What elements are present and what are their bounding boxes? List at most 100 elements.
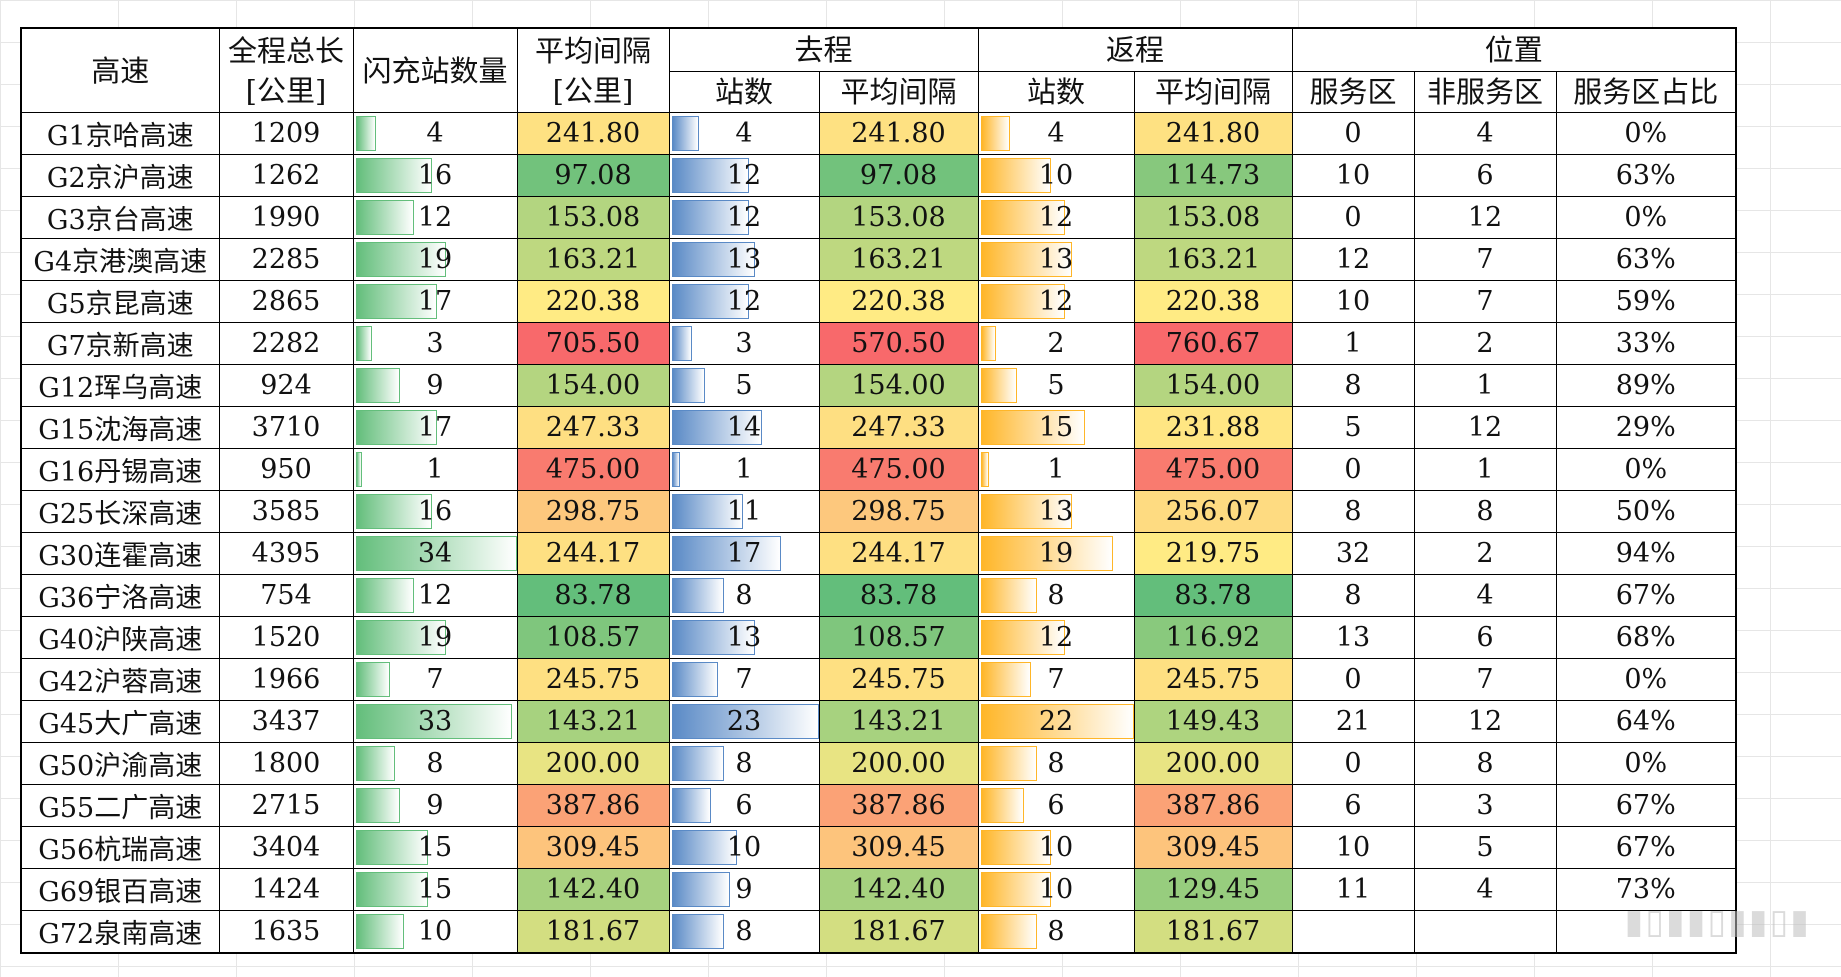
cell-service-area[interactable]: 8	[1291, 574, 1415, 617]
cell-station-count[interactable]: 1	[352, 448, 518, 491]
header-return-avg[interactable]: 平均间隔	[1133, 71, 1293, 113]
cell-service-area[interactable]: 5	[1291, 406, 1415, 449]
table-row[interactable]: G50沪渝高速 1800 8 200.00 8 200.00 8 200.00 0 8 0%	[20, 742, 1737, 785]
cell-highway-name[interactable]: G42沪蓉高速	[20, 658, 220, 701]
cell-outbound-stations[interactable]: 3	[668, 322, 820, 365]
cell-avg-interval[interactable]: 163.21	[516, 238, 670, 281]
cell-non-service-area[interactable]: 7	[1413, 658, 1557, 701]
cell-outbound-stations[interactable]: 6	[668, 784, 820, 827]
cell-non-service-area[interactable]: 4	[1413, 868, 1557, 911]
cell-outbound-avg[interactable]: 154.00	[818, 364, 979, 407]
cell-highway-name[interactable]: G72泉南高速	[20, 910, 220, 954]
cell-total-length[interactable]: 2282	[218, 322, 354, 365]
cell-return-avg[interactable]: 760.67	[1133, 322, 1293, 365]
cell-highway-name[interactable]: G5京昆高速	[20, 280, 220, 323]
cell-return-avg[interactable]: 309.45	[1133, 826, 1293, 869]
cell-outbound-avg[interactable]: 108.57	[818, 616, 979, 659]
cell-station-count[interactable]: 12	[352, 574, 518, 617]
cell-non-service-area[interactable]: 7	[1413, 238, 1557, 281]
cell-return-avg[interactable]: 163.21	[1133, 238, 1293, 281]
cell-outbound-avg[interactable]: 220.38	[818, 280, 979, 323]
cell-service-ratio[interactable]: 0%	[1555, 658, 1737, 701]
cell-service-ratio[interactable]: 0%	[1555, 196, 1737, 239]
cell-service-ratio[interactable]: 73%	[1555, 868, 1737, 911]
cell-outbound-stations[interactable]: 13	[668, 238, 820, 281]
cell-non-service-area[interactable]: 6	[1413, 616, 1557, 659]
cell-return-avg[interactable]: 129.45	[1133, 868, 1293, 911]
cell-avg-interval[interactable]: 705.50	[516, 322, 670, 365]
cell-return-stations[interactable]: 8	[977, 910, 1135, 954]
cell-return-avg[interactable]: 220.38	[1133, 280, 1293, 323]
header-non-service-area[interactable]: 非服务区	[1413, 71, 1557, 113]
table-row[interactable]: G55二广高速 2715 9 387.86 6 387.86 6 387.86 6 3 67%	[20, 784, 1737, 827]
cell-highway-name[interactable]: G16丹锡高速	[20, 448, 220, 491]
cell-station-count[interactable]: 7	[352, 658, 518, 701]
cell-non-service-area[interactable]: 8	[1413, 490, 1557, 533]
header-station-count[interactable]: 闪充站数量	[352, 27, 518, 113]
cell-non-service-area[interactable]: 2	[1413, 322, 1557, 365]
cell-outbound-avg[interactable]: 241.80	[818, 112, 979, 155]
cell-outbound-avg[interactable]: 143.21	[818, 700, 979, 743]
cell-service-ratio[interactable]: 64%	[1555, 700, 1737, 743]
cell-return-avg[interactable]: 219.75	[1133, 532, 1293, 575]
cell-station-count[interactable]: 9	[352, 364, 518, 407]
cell-service-ratio[interactable]: 59%	[1555, 280, 1737, 323]
cell-station-count[interactable]: 3	[352, 322, 518, 365]
header-service-area[interactable]: 服务区	[1291, 71, 1415, 113]
cell-total-length[interactable]: 1966	[218, 658, 354, 701]
cell-total-length[interactable]: 1800	[218, 742, 354, 785]
cell-station-count[interactable]: 9	[352, 784, 518, 827]
cell-outbound-avg[interactable]: 247.33	[818, 406, 979, 449]
cell-station-count[interactable]: 8	[352, 742, 518, 785]
cell-station-count[interactable]: 16	[352, 154, 518, 197]
table-row[interactable]: G3京台高速 1990 12 153.08 12 153.08 12 153.08 0 12 0%	[20, 196, 1737, 239]
cell-non-service-area[interactable]: 8	[1413, 742, 1557, 785]
cell-total-length[interactable]: 3710	[218, 406, 354, 449]
cell-avg-interval[interactable]: 153.08	[516, 196, 670, 239]
cell-outbound-stations[interactable]: 14	[668, 406, 820, 449]
cell-outbound-stations[interactable]: 4	[668, 112, 820, 155]
cell-avg-interval[interactable]: 244.17	[516, 532, 670, 575]
cell-return-stations[interactable]: 4	[977, 112, 1135, 155]
cell-return-stations[interactable]: 10	[977, 826, 1135, 869]
cell-outbound-stations[interactable]: 13	[668, 616, 820, 659]
cell-highway-name[interactable]: G50沪渝高速	[20, 742, 220, 785]
cell-return-avg[interactable]: 245.75	[1133, 658, 1293, 701]
cell-return-stations[interactable]: 22	[977, 700, 1135, 743]
cell-outbound-stations[interactable]: 23	[668, 700, 820, 743]
cell-return-avg[interactable]: 241.80	[1133, 112, 1293, 155]
cell-service-ratio[interactable]: 67%	[1555, 826, 1737, 869]
cell-station-count[interactable]: 17	[352, 280, 518, 323]
cell-total-length[interactable]: 3585	[218, 490, 354, 533]
cell-return-avg[interactable]: 231.88	[1133, 406, 1293, 449]
table-row[interactable]: G30连霍高速 4395 34 244.17 17 244.17 19 219.75 32 2 94…	[20, 532, 1737, 575]
cell-station-count[interactable]: 12	[352, 196, 518, 239]
cell-non-service-area[interactable]: 1	[1413, 364, 1557, 407]
cell-service-area[interactable]	[1291, 910, 1415, 954]
cell-outbound-avg[interactable]: 200.00	[818, 742, 979, 785]
cell-outbound-stations[interactable]: 1	[668, 448, 820, 491]
cell-non-service-area[interactable]: 12	[1413, 700, 1557, 743]
cell-outbound-avg[interactable]: 97.08	[818, 154, 979, 197]
table-row[interactable]: G36宁洛高速 754 12 83.78 8 83.78 8 83.78 8 4 67%	[20, 574, 1737, 617]
cell-non-service-area[interactable]: 2	[1413, 532, 1557, 575]
cell-outbound-avg[interactable]: 181.67	[818, 910, 979, 954]
cell-return-stations[interactable]: 7	[977, 658, 1135, 701]
cell-outbound-avg[interactable]: 387.86	[818, 784, 979, 827]
cell-service-ratio[interactable]: 68%	[1555, 616, 1737, 659]
cell-outbound-stations[interactable]: 12	[668, 154, 820, 197]
cell-outbound-stations[interactable]: 8	[668, 742, 820, 785]
cell-outbound-avg[interactable]: 153.08	[818, 196, 979, 239]
header-position[interactable]: 位置	[1291, 27, 1737, 72]
cell-outbound-avg[interactable]: 142.40	[818, 868, 979, 911]
table-row[interactable]: G15沈海高速 3710 17 247.33 14 247.33 15 231.88 5 12 29…	[20, 406, 1737, 449]
table-row[interactable]: G69银百高速 1424 15 142.40 9 142.40 10 129.45 11 4 73%	[20, 868, 1737, 911]
cell-avg-interval[interactable]: 97.08	[516, 154, 670, 197]
cell-service-area[interactable]: 13	[1291, 616, 1415, 659]
cell-total-length[interactable]: 1262	[218, 154, 354, 197]
cell-service-area[interactable]: 21	[1291, 700, 1415, 743]
cell-station-count[interactable]: 19	[352, 616, 518, 659]
cell-service-ratio[interactable]: 67%	[1555, 784, 1737, 827]
cell-station-count[interactable]: 33	[352, 700, 518, 743]
cell-highway-name[interactable]: G3京台高速	[20, 196, 220, 239]
